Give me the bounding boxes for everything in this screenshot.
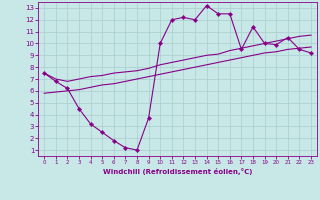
X-axis label: Windchill (Refroidissement éolien,°C): Windchill (Refroidissement éolien,°C) bbox=[103, 168, 252, 175]
